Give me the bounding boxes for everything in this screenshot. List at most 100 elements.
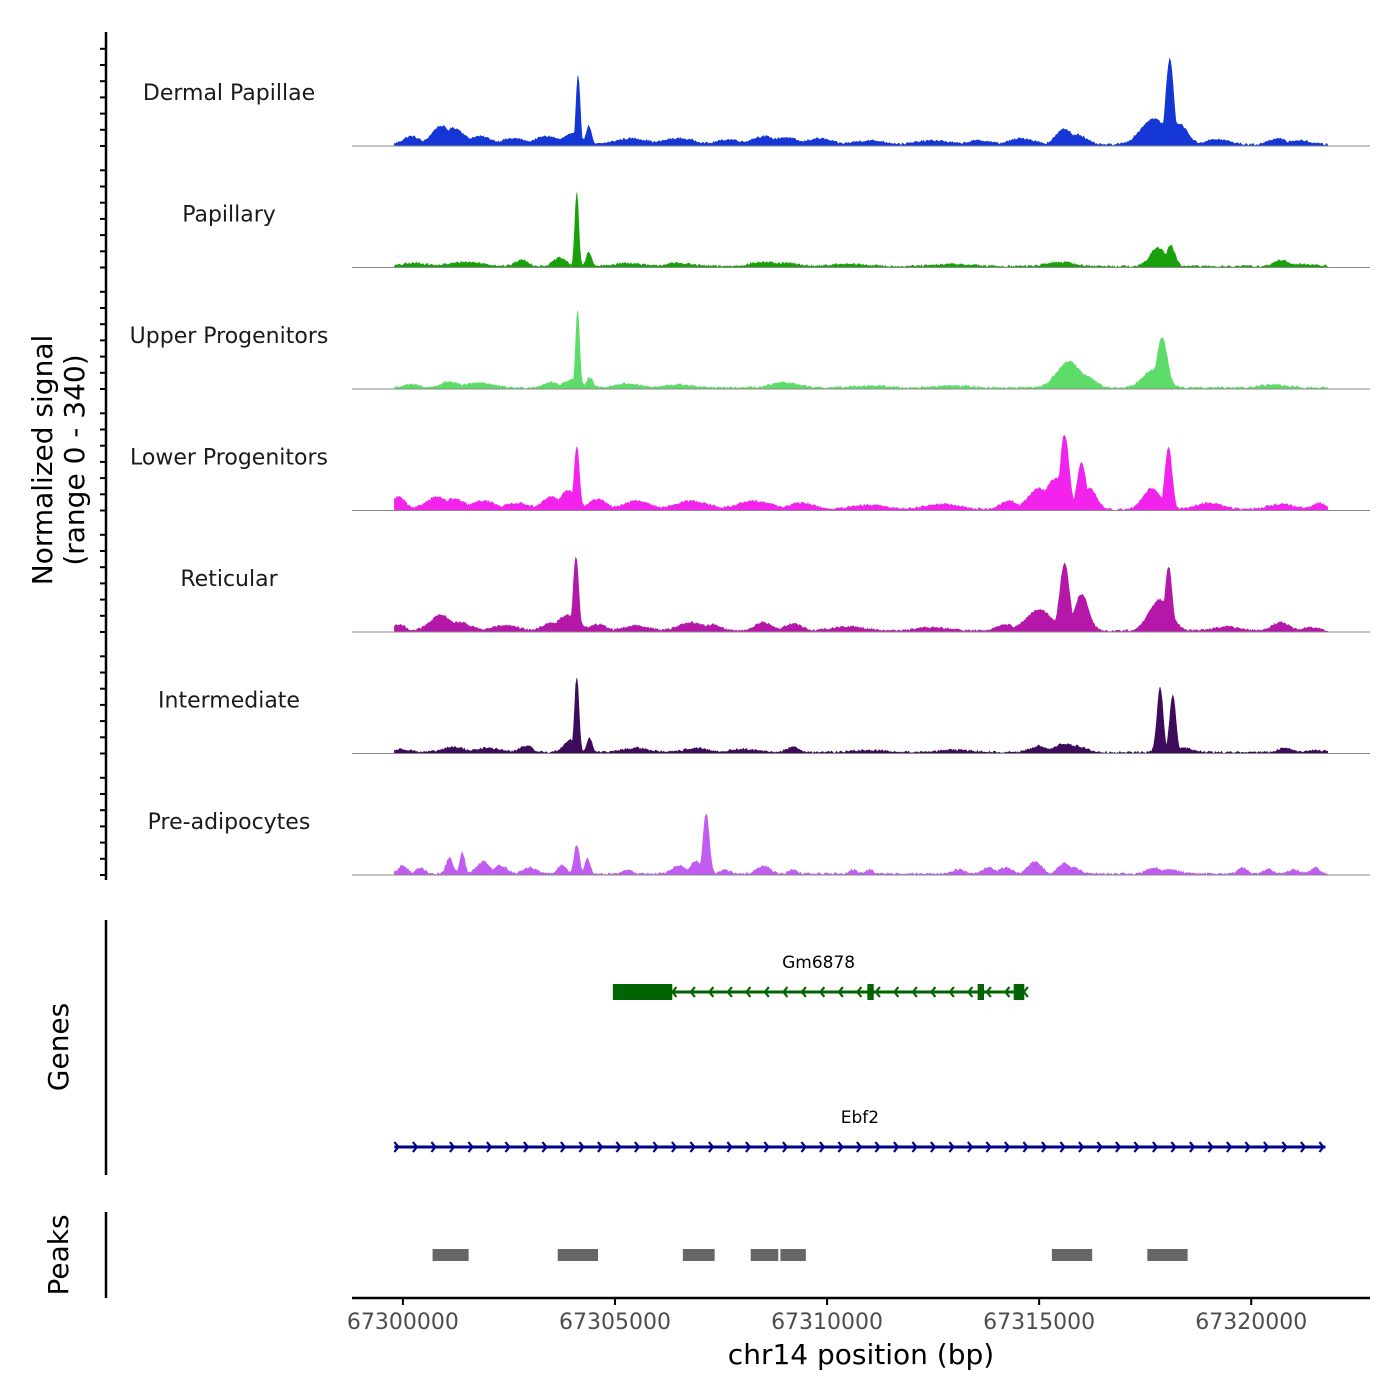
x-tick-label: 67305000 — [559, 1310, 671, 1335]
track-label: Papillary — [182, 203, 276, 228]
strand-arrow — [874, 986, 881, 998]
strand-arrow — [781, 986, 789, 998]
strand-arrow — [449, 1141, 456, 1153]
strand-arrow — [467, 1141, 474, 1153]
strand-arrow — [1189, 1141, 1196, 1153]
strand-arrow — [1170, 1141, 1177, 1153]
signal-axis-title-line1: Normalized signal — [26, 335, 59, 586]
strand-arrow — [893, 1141, 900, 1153]
strand-arrow — [504, 1141, 511, 1153]
signal-y-axis: Normalized signal (range 0 - 340) — [26, 32, 108, 880]
strand-arrow — [1133, 1141, 1140, 1153]
strand-arrow — [874, 1141, 881, 1153]
strand-arrow — [948, 986, 955, 998]
strand-arrow — [763, 986, 770, 998]
strand-arrow — [670, 986, 678, 998]
strand-arrow — [412, 1141, 419, 1153]
strand-arrow — [634, 1141, 641, 1153]
coverage-area — [394, 310, 1328, 390]
x-tick-label: 67315000 — [983, 1310, 1095, 1335]
strand-arrow — [1041, 1141, 1048, 1153]
gene-gm6878: Gm6878 — [612, 953, 1029, 1000]
coverage-tracks: Dermal Papillae Papillary Upper Progenitor… — [130, 57, 1370, 876]
track-papillary: Papillary — [182, 192, 1370, 268]
strand-arrow — [800, 986, 807, 998]
peaks-panel-label: Peaks — [42, 1214, 75, 1295]
signal-axis-ticks — [100, 47, 106, 876]
strand-arrow — [689, 1141, 696, 1153]
coverage-area — [394, 57, 1328, 147]
strand-arrow — [1300, 1141, 1307, 1153]
strand-arrow — [689, 986, 696, 998]
strand-arrow — [744, 986, 752, 998]
strand-arrow — [800, 1141, 807, 1153]
track-label: Upper Progenitors — [130, 324, 329, 349]
coverage-area — [394, 557, 1328, 633]
strand-arrow — [1022, 986, 1029, 998]
gene-ebf2: Ebf2 — [393, 1108, 1326, 1153]
strand-arrow — [1003, 986, 1011, 998]
strand-arrow — [393, 1141, 400, 1153]
peaks-panel: Peaks — [42, 1212, 1188, 1298]
strand-arrow — [726, 1141, 733, 1153]
track-label: Dermal Papillae — [143, 81, 315, 106]
strand-arrow — [985, 986, 992, 998]
x-tick-label: 67310000 — [771, 1310, 883, 1335]
strand-arrow — [763, 1141, 770, 1153]
strand-arrow — [1004, 1141, 1011, 1153]
coverage-area — [394, 435, 1328, 511]
strand-arrow — [818, 986, 826, 998]
strand-arrow — [707, 986, 715, 998]
peak-region — [750, 1249, 779, 1261]
strand-arrow — [671, 1141, 678, 1153]
strand-arrow — [985, 1141, 992, 1153]
strand-arrow — [966, 986, 974, 998]
strand-arrow — [892, 986, 900, 998]
strand-arrow — [1096, 1141, 1103, 1153]
gene-exon — [1013, 984, 1025, 1000]
x-tick-label: 67300000 — [347, 1310, 459, 1335]
strand-arrow — [967, 1141, 974, 1153]
x-tick-label: 67320000 — [1195, 1310, 1307, 1335]
strand-arrow — [708, 1141, 715, 1153]
track-intermediate: Intermediate — [158, 678, 1370, 754]
gene-exon — [867, 984, 874, 1000]
strand-arrow — [782, 1141, 789, 1153]
strand-arrow — [486, 1141, 493, 1153]
track-label: Lower Progenitors — [130, 446, 328, 471]
strand-arrow — [1152, 1141, 1159, 1153]
strand-arrow — [745, 1141, 752, 1153]
strand-arrow — [726, 986, 733, 998]
strand-arrow — [1022, 1141, 1029, 1153]
peak-region — [682, 1249, 715, 1261]
signal-axis-title-line2: (range 0 - 340) — [58, 354, 91, 565]
gene-label: Ebf2 — [841, 1108, 879, 1128]
strand-arrow — [633, 986, 641, 998]
strand-arrow — [1281, 1141, 1288, 1153]
peak-region — [432, 1249, 469, 1261]
strand-arrow — [948, 1141, 955, 1153]
gene-label: Gm6878 — [782, 953, 855, 973]
x-axis-ticks: 67300000 67305000 67310000 67315000 67320000 — [347, 1298, 1307, 1335]
strand-arrow — [430, 1141, 437, 1153]
coverage-area — [394, 813, 1328, 876]
peak-region — [780, 1249, 806, 1261]
strand-arrow — [837, 986, 844, 998]
track-dermal-papillae: Dermal Papillae — [143, 57, 1370, 147]
strand-arrow — [523, 1141, 530, 1153]
strand-arrow — [1207, 1141, 1214, 1153]
strand-arrow — [929, 986, 937, 998]
strand-arrow — [578, 1141, 585, 1153]
strand-arrow — [911, 986, 918, 998]
strand-arrow — [1078, 1141, 1085, 1153]
strand-arrow — [1226, 1141, 1233, 1153]
strand-arrow — [560, 1141, 567, 1153]
strand-arrow — [856, 1141, 863, 1153]
strand-arrow — [911, 1141, 918, 1153]
strand-arrow — [1318, 1141, 1325, 1153]
gene-exon — [612, 984, 673, 1000]
coverage-area — [394, 192, 1328, 268]
strand-arrow — [819, 1141, 826, 1153]
strand-arrow — [1263, 1141, 1270, 1153]
gene-models: Gm6878 Ebf2 — [393, 953, 1326, 1153]
